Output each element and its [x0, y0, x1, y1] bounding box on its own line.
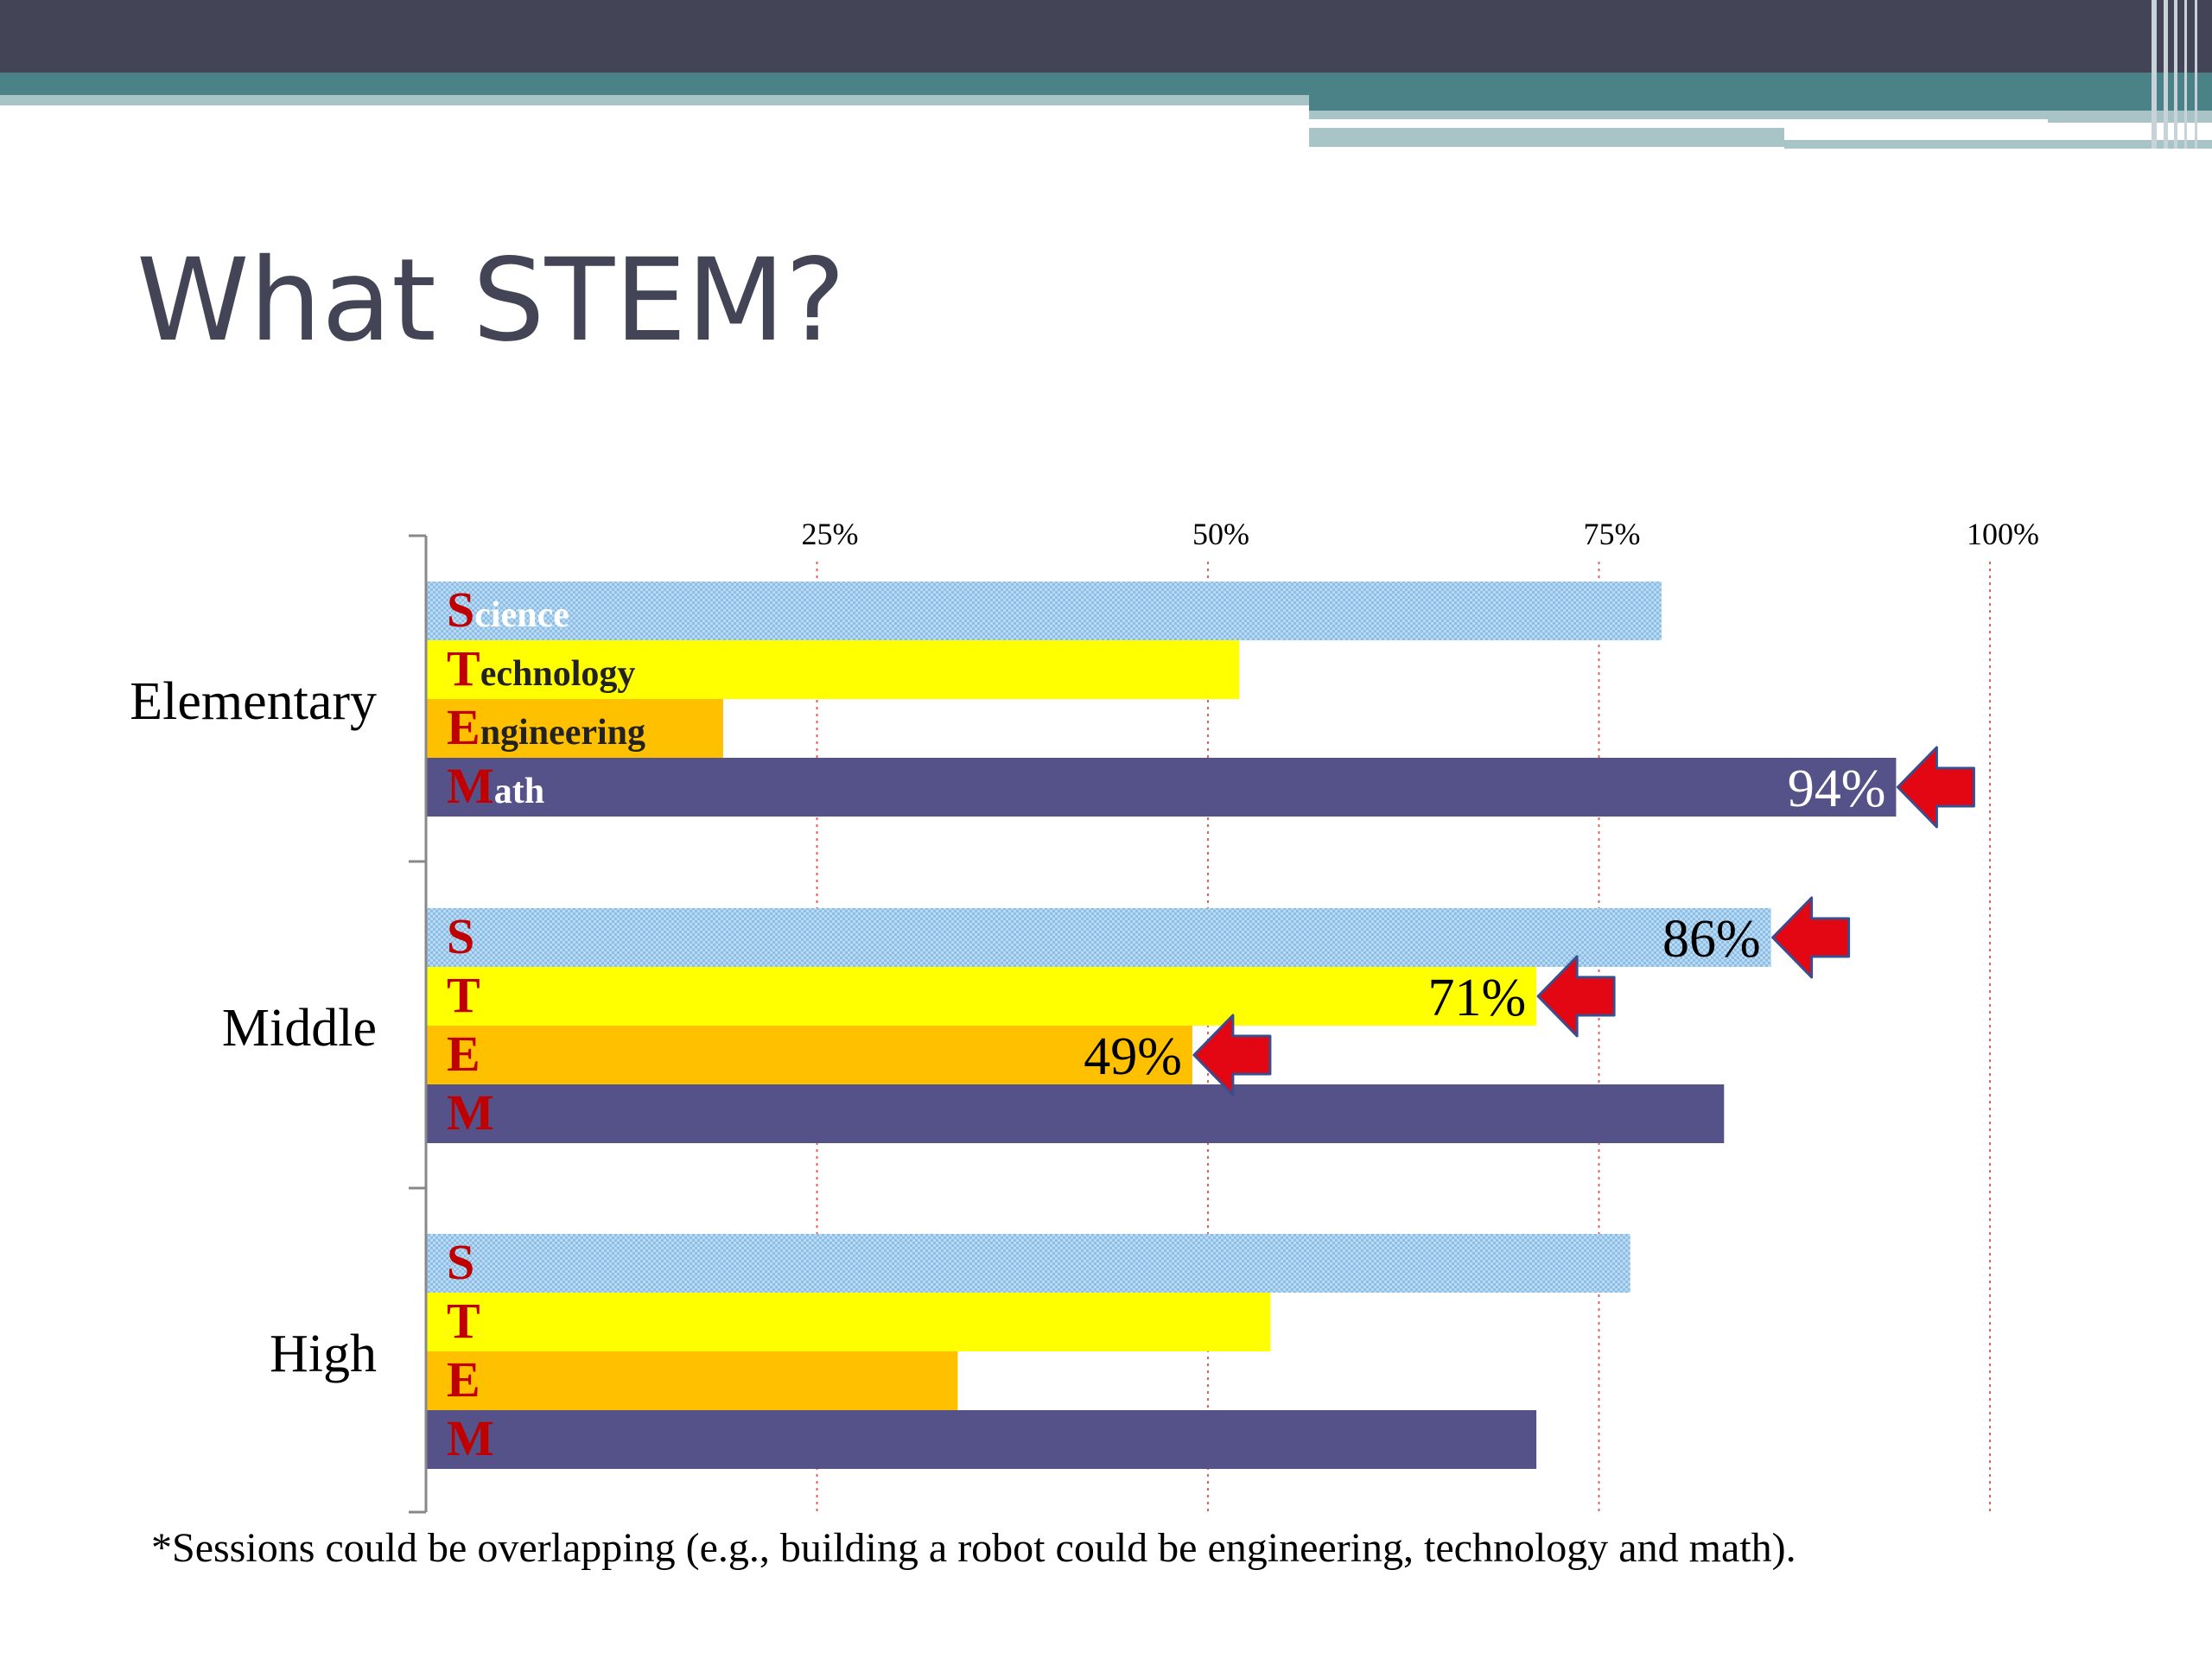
category-label-elementary: Elementary [130, 672, 377, 731]
axes [409, 534, 428, 1514]
category-label-middle: Middle [222, 999, 377, 1058]
category-label-high: High [270, 1325, 377, 1383]
header-corner-stripe-3 [2174, 0, 2177, 149]
arrow-icon-middle-engineering [1192, 1014, 1272, 1096]
bar-high-science [426, 1234, 1630, 1293]
header-white-line [1309, 119, 2048, 124]
bar-label-elementary-math: Math [447, 758, 544, 814]
header-teal-strip-right [1309, 95, 2212, 111]
arrow-icon-elementary-math [1896, 746, 1975, 829]
header-bars [0, 0, 2212, 149]
bar-elementary-science [426, 582, 1662, 640]
header-light-strip-right-2 [1309, 128, 1784, 147]
bar-middle-math [426, 1084, 1725, 1143]
bar-high-technology [426, 1293, 1271, 1351]
bar-label-middle-technology: T [447, 967, 480, 1023]
bar-elementary-math [426, 758, 1897, 817]
slide-title: What STEM? [137, 234, 846, 367]
bar-high-engineering [426, 1351, 958, 1410]
bar-middle-engineering [426, 1026, 1192, 1084]
bar-label-middle-science: S [447, 908, 474, 964]
header-light-strip-right-3 [1784, 140, 2212, 149]
bar-middle-science [426, 908, 1771, 967]
bars [426, 582, 1897, 1469]
header-corner-stripe-1 [2152, 0, 2157, 149]
bar-label-high-science: S [447, 1234, 474, 1290]
bar-label-elementary-science: Science [447, 582, 569, 638]
header-corner-stripe-5 [2195, 0, 2197, 149]
arrow-icon-middle-science [1771, 896, 1851, 979]
bar-label-elementary-engineering: Engineering [447, 699, 645, 755]
header-corner-stripe-4 [2184, 0, 2187, 149]
bar-label-middle-math: M [447, 1084, 494, 1141]
tick-label-50: 50% [1192, 517, 1249, 551]
footnote: *Sessions could be overlapping (e.g., bu… [151, 1525, 1796, 1571]
arrow-icon-middle-technology [1536, 955, 1616, 1038]
bar-label-high-engineering: E [447, 1351, 480, 1408]
tick-label-100: 100% [1967, 517, 2039, 551]
callouts: 94% 86% 71% 49% [1084, 746, 1975, 1096]
value-label-elementary-math: 94% [1788, 760, 1886, 818]
bar-label-middle-engineering: E [447, 1026, 480, 1082]
value-label-middle-technology: 71% [1427, 969, 1526, 1027]
value-label-middle-science: 86% [1662, 910, 1761, 969]
bar-label-elementary-technology: Technology [447, 640, 635, 696]
bar-label-high-math: M [447, 1410, 494, 1466]
bar-high-math [426, 1410, 1537, 1469]
header-teal-band [0, 73, 2212, 95]
header-dark-band [0, 0, 2212, 73]
bar-elementary-technology [426, 640, 1240, 699]
labels: 25% 50% 75% 100% ScienceTechnologyEngineerin… [130, 517, 2039, 1466]
bar-elementary-engineering [426, 699, 723, 758]
bar-label-high-technology: T [447, 1293, 480, 1349]
bar-middle-technology [426, 967, 1537, 1026]
tick-label-25: 25% [802, 517, 859, 551]
value-label-middle-engineering: 49% [1084, 1027, 1182, 1086]
header-light-strip [0, 95, 1309, 105]
tick-label-75: 75% [1584, 517, 1641, 551]
header-corner-stripe-2 [2164, 0, 2168, 149]
